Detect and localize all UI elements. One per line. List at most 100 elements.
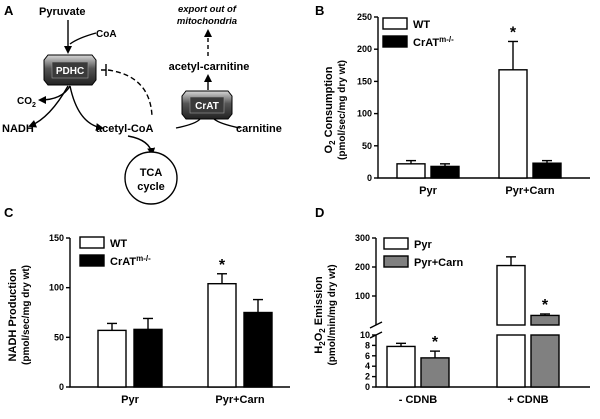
chart-b-significance-marker: * [510, 24, 517, 41]
chart-d-bar [496, 334, 526, 388]
chart-c-ytick-label: 50 [54, 332, 64, 342]
chart-b-legend-label: CrATm-/- [413, 35, 454, 49]
chart-d-bar [420, 357, 450, 388]
chart-c: C NADH Production (pmol/sec/mg dry wt) 0… [4, 205, 290, 406]
crat-label: CrAT [195, 101, 219, 112]
chart-b-bar [396, 163, 426, 179]
chart-d-bar [530, 334, 560, 388]
chart-d-ytick-label: 10 [360, 330, 370, 340]
panel-label-a: A [4, 3, 14, 18]
chart-b-category-label: Pyr+Carn [505, 185, 555, 197]
chart-d-significance-marker: * [432, 334, 439, 351]
chart-d-category-label: + CDNB [507, 394, 548, 406]
chart-c-category-label: Pyr+Carn [215, 394, 265, 406]
chart-d-legend-swatch [383, 237, 409, 250]
chart-c-ytick-label: 100 [49, 283, 64, 293]
acetylcarnitine-label: acetyl-carnitine [169, 61, 250, 73]
chart-c-legend-swatch [79, 236, 105, 249]
chart-d-bar [496, 264, 526, 326]
chart-c-bar [243, 311, 273, 388]
chart-b-bar [532, 162, 562, 179]
nadh-label: NADH [2, 123, 34, 135]
chart-b-bar [430, 165, 460, 179]
chart-b-ytick-label: 0 [367, 173, 372, 183]
chart-c-ytick-label: 150 [49, 233, 64, 243]
svg-text:(pmol/sec/mg dry wt): (pmol/sec/mg dry wt) [337, 60, 348, 160]
chart-d-ytick-label: 100 [355, 291, 370, 301]
chart-b-legend-swatch [382, 17, 408, 30]
tca-label-line1: TCA [140, 167, 163, 179]
chart-d-significance-marker: * [542, 297, 549, 314]
inhibition-dashed-line [107, 69, 153, 117]
chart-d-ytick-label: 200 [355, 262, 370, 272]
chart-b-ytick-label: 250 [357, 12, 372, 22]
chart-d-ytick-label: 6 [365, 351, 370, 361]
chart-d-legend-swatch [383, 255, 409, 268]
chart-b-axes [377, 17, 590, 179]
co2-arrow [38, 85, 71, 104]
chart-b-ytick-label: 150 [357, 76, 372, 86]
tca-arrow [127, 135, 156, 156]
crat-box: CrAT [181, 90, 233, 120]
chart-b-ytick-label: 50 [362, 141, 372, 151]
pdhc-box: PDHC [43, 54, 97, 86]
chart-b-legend-swatch [382, 35, 408, 48]
panel-label-d: D [315, 205, 324, 220]
chart-c-bar [133, 328, 163, 388]
chart-b-ytick-label: 100 [357, 109, 372, 119]
chart-d-bar-break-gap [495, 326, 527, 334]
co2-label: CO2 [17, 96, 36, 109]
pathway-diagram: A Pyruvate CoA PDHC CO2 NADH acetyl-CoA … [2, 3, 282, 205]
chart-d-category-label: - CDNB [399, 394, 438, 406]
tca-label-line2: cycle [137, 181, 165, 193]
chart-d-bar [386, 345, 416, 388]
chart-d-ytick-label: 8 [365, 340, 370, 350]
tca-cycle-circle [124, 151, 178, 205]
coa-label: CoA [96, 29, 117, 40]
chart-d-axis-break [369, 321, 383, 329]
chart-d-bar-break-gap [529, 326, 561, 334]
svg-text:H2O2 Emission: H2O2 Emission [313, 276, 327, 354]
chart-d-legend-label: Pyr+Carn [414, 257, 464, 269]
svg-text:(pmol/sec/mg dry wt): (pmol/sec/mg dry wt) [21, 265, 32, 365]
panel-label-c: C [4, 205, 14, 220]
chart-b: B O2 Consumption (pmol/sec/mg dry wt) 0 5… [315, 3, 590, 197]
chart-c-legend-swatch [79, 254, 105, 267]
chart-c-bar [207, 282, 237, 388]
nadh-arrow [28, 85, 69, 128]
inhibition-bar [101, 64, 107, 76]
carnitine-to-crat-line [213, 118, 241, 129]
export-label-line1: export out of [178, 4, 237, 15]
pyruvate-label: Pyruvate [39, 6, 85, 18]
coa-arrow [69, 32, 97, 45]
chart-b-bar [498, 69, 528, 179]
export-label-line2: mitochondria [177, 16, 237, 27]
chart-d: D H2O2 Emission (pmol/min/mg dry wt) 100… [313, 205, 590, 406]
chart-d-legend-label: Pyr [414, 239, 432, 251]
chart-b-category-label: Pyr [419, 185, 437, 197]
chart-c-ylabel: NADH Production (pmol/sec/mg dry wt) [7, 265, 32, 365]
acetylcoa-label: acetyl-CoA [96, 123, 154, 135]
panel-label-b: B [315, 3, 324, 18]
acetylcoa-arrow [69, 85, 104, 131]
chart-d-ytick-label: 4 [365, 361, 370, 371]
chart-d-ytick-label: 2 [365, 372, 370, 382]
chart-b-ylabel: O2 Consumption (pmol/sec/mg dry wt) [323, 60, 348, 160]
chart-d-ytick-label: 0 [365, 382, 370, 392]
chart-c-ytick-label: 0 [59, 382, 64, 392]
chart-c-significance-marker: * [219, 257, 226, 274]
pdhc-label: PDHC [56, 66, 84, 77]
svg-text:(pmol/min/mg dry wt): (pmol/min/mg dry wt) [327, 264, 338, 365]
svg-text:NADH Production: NADH Production [7, 268, 19, 361]
chart-b-ytick-label: 200 [357, 44, 372, 54]
carnitine-label: carnitine [236, 123, 282, 135]
chart-c-bar [97, 329, 127, 388]
chart-b-legend-label: WT [413, 19, 430, 31]
acetylcoa-to-crat-line [175, 118, 201, 129]
chart-d-bar [530, 314, 560, 326]
chart-d-ytick-label: 300 [355, 233, 370, 243]
svg-text:O2 Consumption: O2 Consumption [323, 66, 337, 153]
chart-d-ylabel: H2O2 Emission (pmol/min/mg dry wt) [313, 264, 338, 365]
chart-c-category-label: Pyr [121, 394, 139, 406]
